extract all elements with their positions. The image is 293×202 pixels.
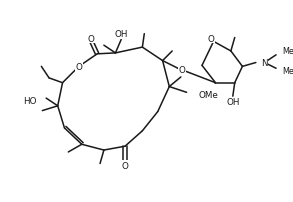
Text: Me: Me xyxy=(282,66,293,75)
Text: OMe: OMe xyxy=(198,90,218,99)
Text: HO: HO xyxy=(23,97,37,106)
Text: N: N xyxy=(261,59,268,68)
Text: OH: OH xyxy=(115,30,128,39)
Text: O: O xyxy=(207,35,214,44)
Text: O: O xyxy=(122,161,129,170)
Text: O: O xyxy=(88,35,95,44)
Text: O: O xyxy=(178,65,185,74)
Text: Me: Me xyxy=(282,47,293,56)
Text: O: O xyxy=(75,63,82,72)
Text: OH: OH xyxy=(226,98,240,107)
